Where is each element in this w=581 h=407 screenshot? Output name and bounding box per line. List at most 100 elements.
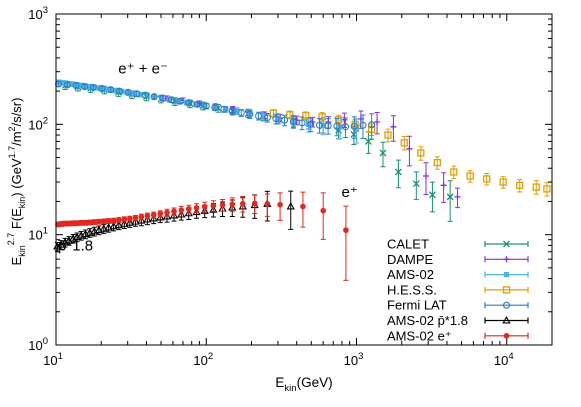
data-point (333, 122, 341, 130)
legend-swatch-marker (503, 240, 510, 248)
data-point (107, 86, 115, 94)
legend-swatch-line (484, 302, 529, 309)
data-point (277, 201, 283, 208)
data-point (81, 83, 89, 91)
data-point (157, 210, 164, 217)
y-tick-label: 103 (28, 5, 48, 22)
series-6 (55, 191, 349, 281)
data-point (384, 131, 392, 139)
data-point (133, 90, 141, 98)
legend-swatch-line (484, 317, 529, 324)
data-point (63, 81, 71, 89)
legend-entry: AMS-02 p̄*1.8 (387, 313, 529, 328)
data-point (334, 116, 343, 124)
data-point (91, 84, 97, 91)
axes (55, 13, 553, 346)
data-point (105, 218, 112, 224)
error-bar (413, 171, 419, 200)
data-point (246, 110, 254, 118)
data-point (324, 122, 332, 130)
data-point (422, 173, 429, 180)
data-point (141, 91, 150, 99)
data-point (417, 149, 425, 157)
error-bar (451, 165, 457, 180)
data-point (72, 81, 80, 90)
data-point (341, 123, 350, 131)
data-point (374, 118, 381, 125)
legend-swatch-marker (503, 333, 510, 339)
data-point (185, 206, 192, 212)
data-point (193, 205, 200, 211)
data-point (450, 168, 458, 176)
x-tick-label: 102 (193, 351, 213, 368)
legend-label: H.E.S.S. (387, 282, 437, 297)
data-point (300, 203, 306, 210)
legend-swatch-marker (502, 301, 511, 309)
data-point (89, 83, 97, 91)
data-point (446, 193, 454, 201)
legend-entry: Fermi LAT (387, 298, 529, 313)
data-point (96, 85, 103, 91)
data-point (115, 87, 123, 95)
data-point (70, 220, 76, 227)
error-bar (334, 117, 340, 137)
x-tick-label: 103 (344, 351, 364, 368)
data-point (368, 121, 376, 129)
data-point (127, 215, 133, 222)
data-point (164, 209, 170, 216)
data-point (176, 97, 184, 105)
data-point (499, 178, 507, 186)
x-axis-title: Ekin(GeV) (275, 375, 332, 394)
error-bar (369, 113, 375, 140)
data-point (62, 220, 68, 227)
data-point (114, 220, 123, 229)
y-tick-label: 100 (28, 336, 48, 353)
data-point (306, 121, 312, 127)
error-bar (517, 178, 523, 193)
data-point (144, 213, 151, 219)
legend-label: AMS-02 p̄*1.8 (387, 313, 468, 328)
legend-entry: CALET (387, 237, 529, 252)
data-point (320, 207, 326, 214)
error-bar (351, 116, 357, 139)
data-point (200, 206, 209, 214)
data-point (379, 149, 387, 157)
data-point (260, 112, 266, 119)
data-point (286, 201, 295, 210)
data-point (56, 79, 62, 85)
series-0 (61, 81, 454, 222)
data-point (400, 139, 408, 147)
data-point (100, 218, 107, 225)
data-point (131, 217, 140, 225)
error-bar (544, 182, 550, 197)
data-point (159, 94, 167, 102)
data-point (209, 205, 218, 213)
data-point (121, 216, 128, 223)
data-point (239, 200, 246, 207)
error-bar (385, 128, 391, 143)
data-point (428, 191, 436, 199)
data-point (66, 220, 72, 227)
data-point (302, 111, 310, 120)
data-point (120, 219, 129, 227)
data-point (178, 207, 185, 213)
data-point (298, 119, 306, 127)
data-point (234, 108, 240, 114)
data-point (113, 88, 119, 94)
error-bar (316, 118, 322, 134)
data-point (193, 100, 202, 108)
data-point (96, 218, 102, 225)
data-point (166, 97, 173, 103)
data-point (359, 121, 367, 129)
data-point (91, 219, 98, 225)
legend-entry: AMS-02 e⁺ (387, 328, 529, 343)
annotation-2: p̄*1.8 (58, 237, 93, 254)
data-point (440, 182, 447, 189)
y-axis-title: Ekin2.7 F(Ekin) (GeV1.7/m2/s/sr) (6, 98, 27, 266)
data-point (201, 203, 208, 210)
data-point (212, 104, 218, 111)
y-tick-label: 101 (28, 226, 48, 243)
legend-entry: DAMPE (387, 252, 529, 267)
